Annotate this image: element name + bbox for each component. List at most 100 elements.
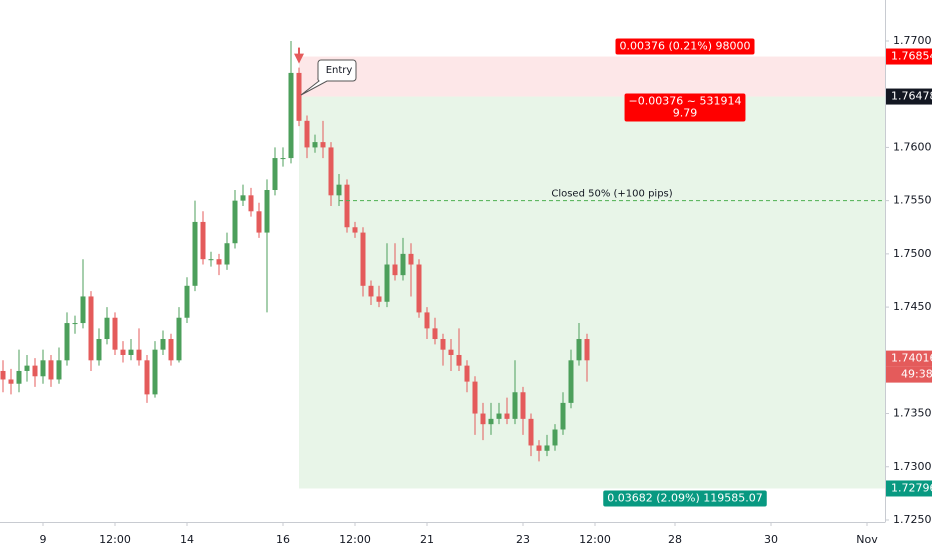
candle-body	[144, 360, 150, 395]
entry-callout	[300, 59, 357, 96]
candle-body	[504, 413, 510, 419]
candle-body	[256, 211, 262, 233]
candle-body	[168, 339, 174, 361]
price-badge-text: 1.74016	[891, 352, 932, 365]
candle-body	[64, 323, 70, 361]
countdown-text: 49:38	[901, 368, 932, 381]
stop-zone	[299, 56, 885, 97]
candle-body	[224, 243, 230, 265]
candle-body	[232, 200, 238, 244]
candle-body	[552, 429, 558, 446]
candle-body	[320, 142, 326, 148]
partial-close-label: Closed 50% (+100 pips)	[551, 189, 672, 200]
candle-body	[528, 418, 534, 446]
candle-body	[136, 349, 142, 361]
candle-body	[216, 259, 222, 265]
x-tick-label: 14	[180, 533, 194, 546]
candle-body	[192, 221, 198, 286]
candle-body	[488, 418, 494, 425]
candle-body	[416, 264, 422, 313]
candle-body	[248, 195, 254, 212]
candle-body	[376, 296, 382, 302]
y-tick-label: 1.75500	[893, 194, 932, 207]
candle-body	[440, 339, 446, 350]
candle-body	[128, 349, 134, 355]
candle-body	[464, 365, 470, 382]
x-tick-label: 21	[420, 533, 434, 546]
candle-body	[384, 264, 390, 302]
candle-body	[512, 392, 518, 419]
candle-body	[344, 184, 350, 228]
candle-body	[352, 227, 358, 233]
candle-body	[48, 360, 54, 380]
price-badge-text: 1.76478	[891, 90, 932, 103]
candle-body	[88, 296, 94, 361]
candle-body	[288, 72, 294, 159]
candle-body	[480, 413, 486, 425]
price-badge-text: 1.76854	[891, 50, 932, 63]
candle-body	[104, 317, 110, 340]
candle-body	[24, 365, 30, 371]
candle-body	[8, 379, 14, 384]
candle-body	[496, 413, 502, 419]
candle-body	[16, 370, 22, 384]
candle-body	[72, 323, 78, 325]
candle-body	[208, 259, 214, 261]
x-tick-label: 28	[668, 533, 682, 546]
candle-body	[472, 381, 478, 414]
overlay: Closed 50% (+100 pips) Entry 0.00376 (0.21…	[294, 38, 885, 507]
candle-body	[160, 339, 166, 350]
candle-body	[32, 365, 38, 377]
risk-label-box	[624, 93, 746, 122]
countdown-badge	[886, 366, 932, 383]
price-badge	[886, 48, 932, 65]
entry-label: Entry	[326, 65, 353, 76]
y-tick-label: 1.73000	[893, 460, 932, 473]
stop-label: 0.00376 (0.21%) 98000	[615, 38, 755, 55]
x-tick-label: 12:00	[339, 533, 371, 546]
x-tick-label: 23	[516, 533, 530, 546]
candle-body	[40, 360, 46, 377]
y-tick-label: 1.74500	[893, 300, 932, 313]
candle-body	[56, 360, 62, 380]
candles	[0, 40, 590, 462]
candle-body	[96, 339, 102, 361]
entry-arrow	[294, 53, 304, 64]
candle-body	[432, 328, 438, 340]
candle-body	[328, 147, 334, 196]
candle-body	[408, 253, 414, 265]
candle-body	[112, 317, 118, 350]
candle-body	[184, 285, 190, 318]
candle-body	[424, 312, 430, 329]
stop-label-box	[615, 38, 755, 55]
candle-body	[520, 392, 526, 419]
price-badge	[886, 350, 932, 367]
y-tick-label: 1.76000	[893, 140, 932, 153]
candle-body	[264, 190, 270, 233]
target-label-text: 0.03682 (2.09%) 119585.07	[607, 491, 763, 504]
price-badge	[886, 480, 932, 497]
candle-body	[368, 285, 374, 297]
target-zone	[299, 96, 885, 489]
stop-label-text: 0.00376 (0.21%) 98000	[619, 40, 750, 53]
y-tick-label: 1.72500	[893, 513, 932, 526]
candle-body	[80, 296, 86, 324]
candle-body	[200, 221, 206, 260]
position-zones	[299, 56, 885, 489]
candle-body	[560, 402, 566, 430]
price-badge	[886, 88, 932, 105]
axes: 1.770001.765001.760001.755001.750001.745…	[40, 34, 932, 546]
y-tick-label: 1.77000	[893, 34, 932, 47]
candle-body	[576, 339, 582, 361]
y-tick-label: 1.73500	[893, 407, 932, 420]
candle-body	[120, 349, 126, 355]
candle-body	[0, 370, 6, 380]
candle-body	[392, 264, 398, 276]
candle-body	[336, 184, 342, 196]
target-label-box	[603, 490, 767, 507]
candle-body	[360, 232, 366, 286]
x-tick-label: 12:00	[579, 533, 611, 546]
candle-body	[296, 72, 302, 121]
